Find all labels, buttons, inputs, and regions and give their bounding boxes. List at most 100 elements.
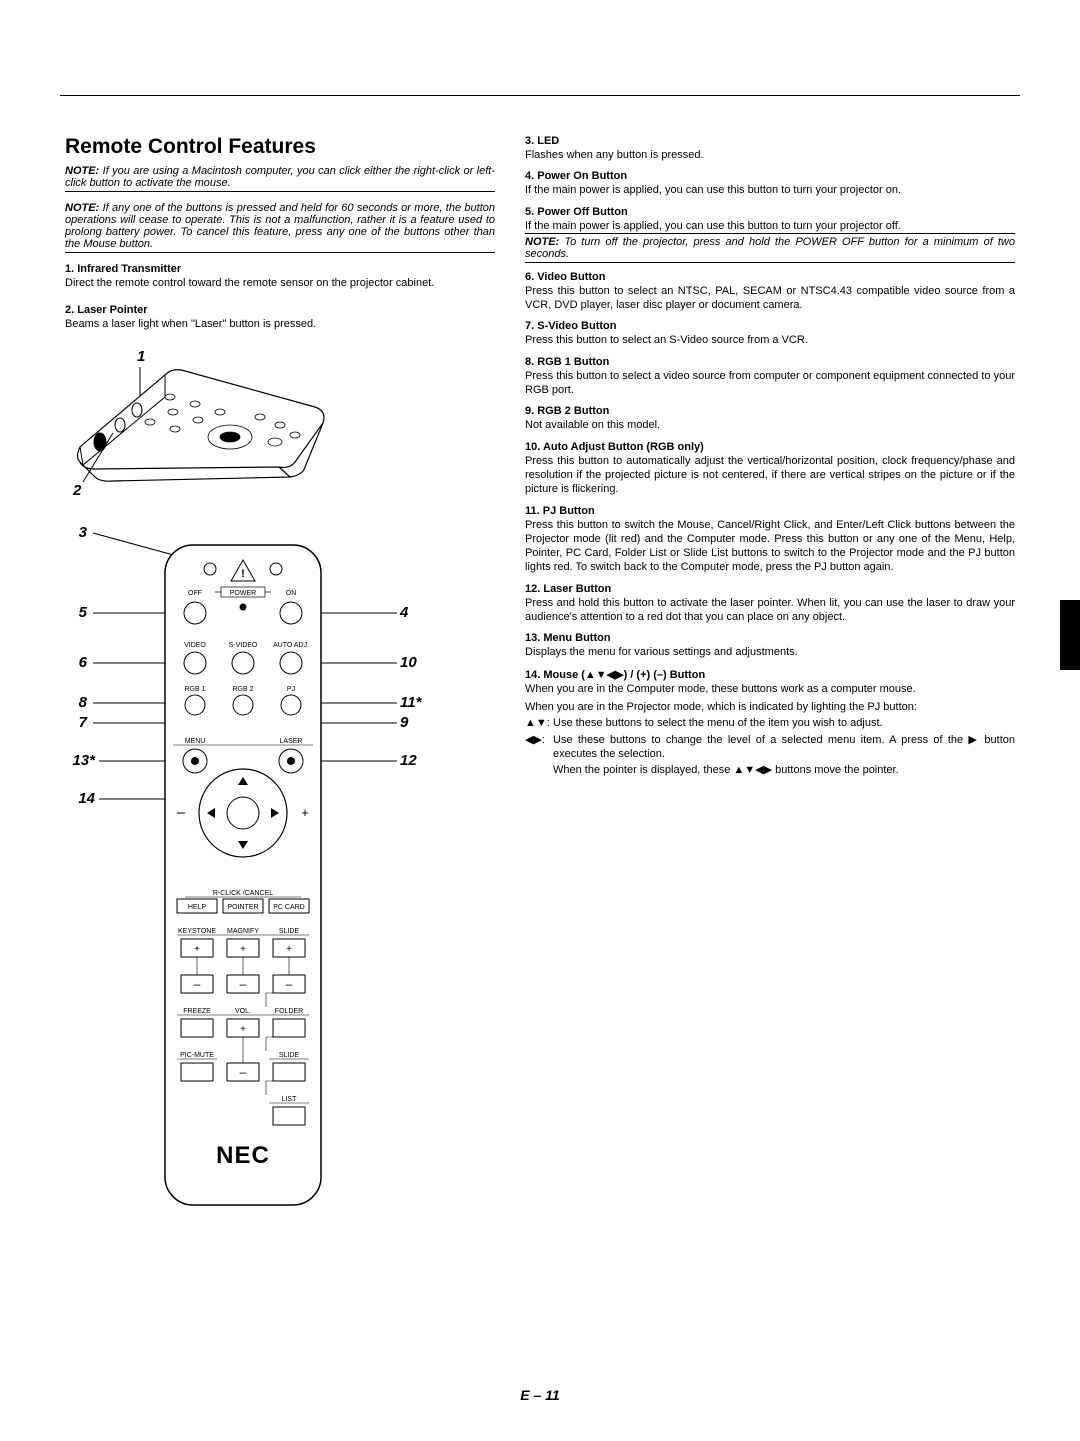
section-body: Press this button to select an NTSC, PAL… xyxy=(525,284,1015,313)
callout-10: 10 xyxy=(400,654,417,671)
svg-text:POWER: POWER xyxy=(230,590,256,597)
section-title: 11. PJ Button xyxy=(525,505,1015,517)
callout-6: 6 xyxy=(79,654,88,671)
svg-text:POINTER: POINTER xyxy=(227,904,258,911)
bullet-text: Use these buttons to change the level of… xyxy=(553,733,1015,762)
callout-11: 11* xyxy=(400,694,423,711)
section-title: 12. Laser Button xyxy=(525,583,1015,595)
svg-text:SLIDE: SLIDE xyxy=(279,928,300,935)
svg-text:–: – xyxy=(194,977,201,991)
svg-text:–: – xyxy=(286,977,293,991)
section-title: 4. Power On Button xyxy=(525,170,1015,182)
svg-text:MAGNIFY: MAGNIFY xyxy=(227,928,259,935)
note-text: If any one of the buttons is pressed and… xyxy=(65,202,495,250)
figure-remote-front: 3 5 6 8 7 13* 14 4 10 11* 9 12 xyxy=(65,515,495,1240)
note-2: NOTE: If any one of the buttons is press… xyxy=(65,202,495,253)
svg-text:ON: ON xyxy=(286,590,297,597)
callout-9: 9 xyxy=(400,714,409,731)
section-title: 2. Laser Pointer xyxy=(65,304,495,316)
svg-text:FOLDER: FOLDER xyxy=(275,1008,303,1015)
section-body: Press this button to select a video sour… xyxy=(525,369,1015,398)
section-title: 3. LED xyxy=(525,135,1015,147)
note-1: NOTE: If you are using a Macintosh compu… xyxy=(65,165,495,192)
section-body: When you are in the Computer mode, these… xyxy=(525,682,1015,696)
section-title: 8. RGB 1 Button xyxy=(525,356,1015,368)
svg-text:PIC-MUTE: PIC-MUTE xyxy=(180,1052,214,1059)
page-title: Remote Control Features xyxy=(65,135,495,159)
section-title: 10. Auto Adjust Button (RGB only) xyxy=(525,441,1015,453)
callout-4: 4 xyxy=(399,604,409,621)
section-body: Press and hold this button to activate t… xyxy=(525,596,1015,625)
figure-remote-perspective: 1 xyxy=(65,347,495,497)
callout-2: 2 xyxy=(72,482,82,497)
section-body: Not available on this model. xyxy=(525,418,1015,432)
bullet-symbol: ◀▶: xyxy=(525,733,553,762)
section-body: Press this button to switch the Mouse, C… xyxy=(525,518,1015,575)
page-tab xyxy=(1060,600,1080,670)
svg-text:KEYSTONE: KEYSTONE xyxy=(178,928,216,935)
svg-text:RGB 1: RGB 1 xyxy=(184,686,205,693)
list-item: ◀▶: Use these buttons to change the leve… xyxy=(525,733,1015,762)
list-item: ▲▼: Use these buttons to select the menu… xyxy=(525,716,1015,730)
section-body: Flashes when any button is pressed. xyxy=(525,148,1015,162)
section-body: Displays the menu for various settings a… xyxy=(525,645,1015,659)
svg-text:LASER: LASER xyxy=(280,738,303,745)
svg-text:OFF: OFF xyxy=(188,590,202,597)
section-body: Press this button to automatically adjus… xyxy=(525,454,1015,497)
note-label: NOTE: xyxy=(65,165,99,177)
section-body: Direct the remote control toward the rem… xyxy=(65,276,495,290)
note-text: To turn off the projector, press and hol… xyxy=(525,236,1015,260)
section-title: 13. Menu Button xyxy=(525,632,1015,644)
svg-text:VOL.: VOL. xyxy=(235,1008,251,1015)
svg-text:+: + xyxy=(301,805,309,820)
svg-text:R-CLICK /CANCEL: R-CLICK /CANCEL xyxy=(213,890,273,897)
note-label: NOTE: xyxy=(65,202,99,214)
svg-text:–: – xyxy=(177,804,186,821)
right-column: 3. LED Flashes when any button is presse… xyxy=(525,135,1015,1381)
section-title: 5. Power Off Button xyxy=(525,206,1015,218)
section-title: 6. Video Button xyxy=(525,271,1015,283)
note-text: If you are using a Macintosh computer, y… xyxy=(65,165,495,189)
svg-text:–: – xyxy=(240,977,247,991)
svg-text:+: + xyxy=(240,1024,246,1035)
section-body: Press this button to select an S-Video s… xyxy=(525,333,1015,347)
section-body: Beams a laser light when "Laser" button … xyxy=(65,317,495,331)
section-title: 7. S-Video Button xyxy=(525,320,1015,332)
section-title: 14. Mouse (▲▼◀▶) / (+) (–) Button xyxy=(525,668,1015,681)
callout-13: 13* xyxy=(72,752,96,769)
svg-text:VIDEO: VIDEO xyxy=(184,642,206,649)
section-body: If the main power is applied, you can us… xyxy=(525,219,1015,233)
note-label: NOTE: xyxy=(525,236,559,248)
section-title: 1. Infrared Transmitter xyxy=(65,263,495,275)
section-body: If the main power is applied, you can us… xyxy=(525,183,1015,197)
callout-5: 5 xyxy=(79,604,88,621)
callout-1: 1 xyxy=(137,348,145,365)
svg-text:+: + xyxy=(194,944,200,955)
callout-12: 12 xyxy=(400,752,417,769)
page-number: E – 11 xyxy=(0,1387,1080,1403)
brand-logo: NEC xyxy=(216,1142,270,1169)
svg-text:–: – xyxy=(240,1065,247,1079)
bullet-text: Use these buttons to select the menu of … xyxy=(553,716,1015,730)
note-3: NOTE: To turn off the projector, press a… xyxy=(525,233,1015,263)
svg-text:PJ: PJ xyxy=(287,686,295,693)
svg-text:S-VIDEO: S-VIDEO xyxy=(229,642,258,649)
svg-text:RGB 2: RGB 2 xyxy=(232,686,253,693)
section-body: When you are in the Projector mode, whic… xyxy=(525,700,1015,714)
svg-text:PC CARD: PC CARD xyxy=(273,904,305,911)
top-rule xyxy=(60,95,1020,96)
svg-text:SLIDE: SLIDE xyxy=(279,1052,300,1059)
mouse-bullet-list: ▲▼: Use these buttons to select the menu… xyxy=(525,716,1015,777)
svg-text:FREEZE: FREEZE xyxy=(183,1008,211,1015)
svg-text:!: ! xyxy=(241,568,245,580)
svg-text:HELP: HELP xyxy=(188,904,207,911)
callout-14: 14 xyxy=(78,790,95,807)
callout-3: 3 xyxy=(79,524,88,541)
content-area: Remote Control Features NOTE: If you are… xyxy=(65,135,1015,1381)
callout-8: 8 xyxy=(79,694,88,711)
svg-text:LIST: LIST xyxy=(282,1096,298,1103)
svg-text:+: + xyxy=(240,944,246,955)
left-column: Remote Control Features NOTE: If you are… xyxy=(65,135,495,1381)
svg-text:+: + xyxy=(286,944,292,955)
svg-text:AUTO ADJ.: AUTO ADJ. xyxy=(273,642,309,649)
